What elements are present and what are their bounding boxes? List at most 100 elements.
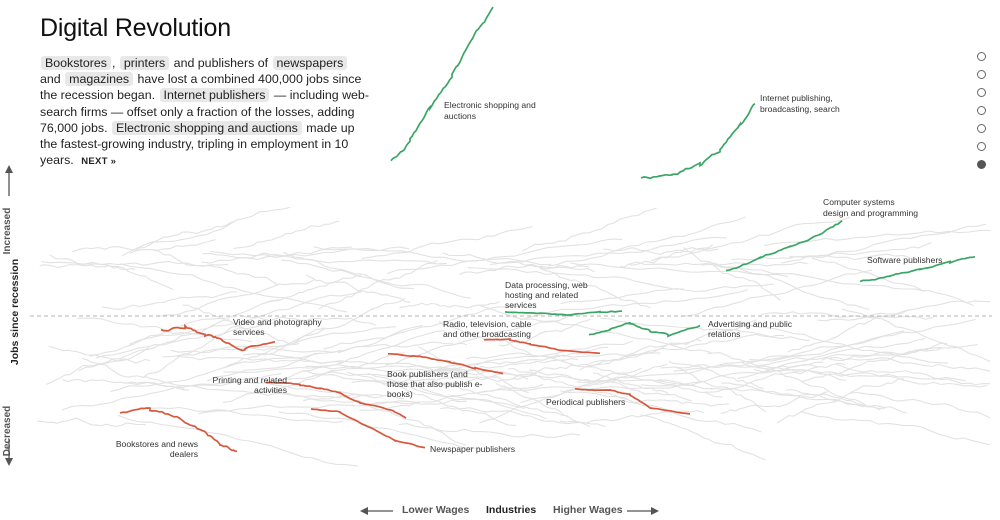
pager-dot-6[interactable] <box>977 142 986 151</box>
industry-line <box>37 417 147 427</box>
industry-line <box>680 269 872 317</box>
series-line-11: Periodical publishers <box>574 387 691 415</box>
industry-line <box>170 345 342 354</box>
industry-line <box>547 216 746 267</box>
series-label-11: Periodical publishers <box>546 397 625 407</box>
page-title: Digital Revolution <box>40 14 231 42</box>
highlight-magazines[interactable]: magazines <box>65 72 134 87</box>
industry-line <box>242 353 458 372</box>
industry-line <box>157 279 315 318</box>
industry-line <box>640 361 824 387</box>
series-label-5: hosting and related <box>505 290 578 300</box>
series-label-12: Bookstores and news <box>116 439 198 449</box>
series-label-8: and other broadcasting <box>443 329 531 339</box>
industry-line <box>361 225 533 260</box>
industry-line <box>489 236 727 266</box>
industry-line <box>72 239 216 253</box>
industry-line <box>427 358 579 372</box>
y-axis-increased-label: Increased <box>2 207 13 255</box>
industry-line <box>668 360 764 390</box>
industry-line <box>270 330 445 385</box>
series-line-10: Book publishers (and those that also pub… <box>388 352 504 375</box>
slide-pager <box>977 52 986 178</box>
highlight-bookstores[interactable]: Bookstores <box>41 56 111 70</box>
industry-line <box>334 390 467 446</box>
industry-line <box>626 333 785 357</box>
industry-line <box>466 352 661 360</box>
highlight-printers[interactable]: printers <box>119 56 170 70</box>
industry-line <box>785 389 908 414</box>
industry-line <box>559 410 704 424</box>
arrow-right-icon <box>651 507 659 515</box>
industry-line <box>117 414 358 467</box>
industry-line <box>467 267 684 290</box>
pager-dot-5[interactable] <box>977 124 986 133</box>
series-label-3: design and programming <box>823 208 918 218</box>
industry-line <box>415 376 529 387</box>
industry-line <box>287 371 485 380</box>
industry-line <box>306 274 411 303</box>
industry-line <box>419 340 634 374</box>
industry-line <box>121 206 291 257</box>
industry-line <box>398 423 581 438</box>
industry-line <box>206 324 423 382</box>
industry-line <box>182 304 300 346</box>
industry-line <box>303 369 525 410</box>
series-line-7: Video and photography services <box>160 323 276 352</box>
industry-line <box>479 381 700 394</box>
x-axis-higher-wages: Higher Wages <box>553 504 623 516</box>
industry-line <box>700 263 925 292</box>
pager-dot-4[interactable] <box>977 106 986 115</box>
pager-dot-3[interactable] <box>977 88 986 97</box>
y-axis-arrows <box>5 165 13 466</box>
industry-line <box>62 379 190 391</box>
arrow-left-icon <box>360 507 368 515</box>
industry-line <box>224 327 325 369</box>
pager-dot-1[interactable] <box>977 52 986 61</box>
industry-line <box>200 246 410 264</box>
series-label-10: Book publishers (and <box>387 369 468 379</box>
industry-line <box>720 391 828 414</box>
industry-line <box>210 250 448 265</box>
pager-dot-2[interactable] <box>977 70 986 79</box>
industry-line <box>737 338 926 379</box>
highlight-internet-publishers[interactable]: Internet publishers <box>159 88 270 103</box>
industry-line <box>278 411 482 450</box>
industry-line <box>233 220 340 249</box>
industry-line <box>704 362 846 393</box>
series-line-8: Radio, television, cable and other broad… <box>483 338 601 355</box>
highlight-electronic-shopping[interactable]: Electronic shopping and auctions <box>111 120 302 135</box>
industry-line <box>399 301 500 309</box>
industry-line <box>102 291 238 310</box>
industry-line <box>323 305 520 350</box>
pager-dot-7[interactable] <box>977 160 986 169</box>
industry-line <box>707 352 847 381</box>
industry-line <box>49 254 174 291</box>
industry-line <box>257 298 406 355</box>
highlight-newspapers[interactable]: newspapers <box>272 56 348 70</box>
industry-line <box>385 311 599 366</box>
industry-line <box>640 414 766 461</box>
series-label-1: Electronic shopping and <box>444 100 536 110</box>
industry-line <box>162 326 397 358</box>
industry-line <box>801 411 991 446</box>
industry-line <box>351 373 507 385</box>
industry-line <box>359 383 544 411</box>
industry-line <box>849 391 991 419</box>
series-label-2: broadcasting, search <box>760 104 840 114</box>
industry-line <box>650 216 851 262</box>
industry-line <box>41 260 229 267</box>
industry-line <box>579 319 757 371</box>
industry-line <box>281 259 471 299</box>
industry-line <box>817 300 991 322</box>
series-label-6: relations <box>708 329 740 339</box>
series-line-12: Bookstores and news dealers <box>119 407 237 453</box>
industry-line <box>222 352 405 403</box>
industry-line <box>560 283 774 305</box>
y-axis-decreased-label: Decreased <box>2 405 13 457</box>
next-button[interactable]: NEXT » <box>81 156 117 168</box>
industry-line <box>386 238 623 275</box>
industry-line <box>749 318 976 361</box>
industry-line <box>176 355 344 365</box>
